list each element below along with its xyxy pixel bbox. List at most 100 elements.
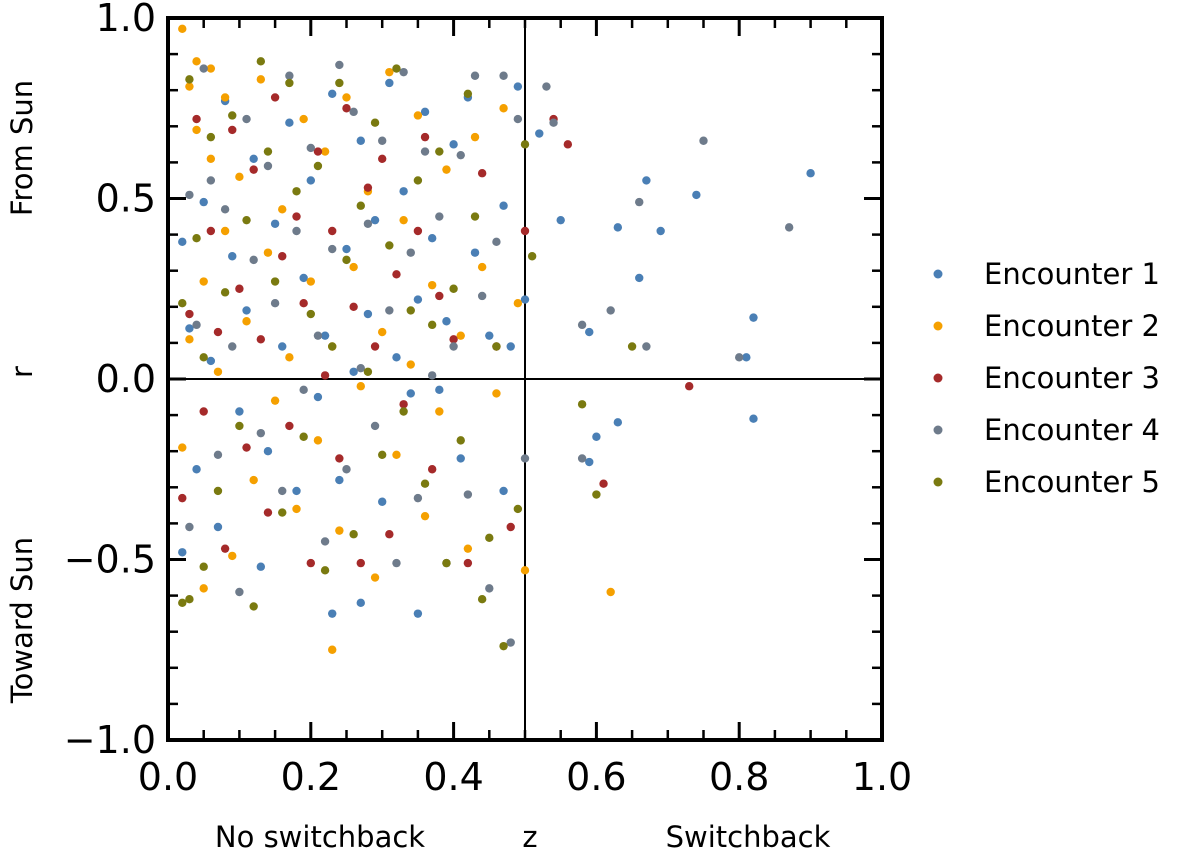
data-point-encounter-3 (342, 104, 351, 113)
data-point-encounter-5 (406, 306, 415, 315)
data-point-encounter-1 (806, 169, 815, 178)
data-point-encounter-1 (185, 324, 194, 333)
data-point-encounter-5 (492, 342, 501, 351)
data-point-encounter-5 (499, 641, 508, 651)
data-point-encounter-4 (278, 486, 287, 496)
x-tick-label: 0.0 (138, 755, 198, 799)
data-point-encounter-2 (406, 360, 415, 369)
data-point-encounter-2 (185, 82, 194, 91)
data-point-encounter-1 (427, 234, 437, 243)
data-point-encounter-2 (492, 389, 501, 398)
data-point-encounter-3 (427, 465, 437, 474)
data-point-encounter-1 (413, 295, 423, 304)
data-point-encounter-1 (256, 562, 266, 571)
data-point-encounter-1 (406, 389, 415, 398)
data-point-encounter-2 (192, 125, 201, 135)
data-point-encounter-3 (256, 335, 266, 344)
data-point-encounter-5 (313, 161, 323, 171)
data-point-encounter-4 (485, 584, 494, 593)
data-point-encounter-5 (335, 78, 344, 88)
x-tick-labels: 0.0 0.2 0.4 0.6 0.8 1.0 (138, 755, 912, 799)
data-point-encounter-1 (392, 353, 401, 362)
data-point-encounter-1 (292, 486, 301, 496)
data-point-encounter-2 (335, 526, 344, 535)
data-point-encounter-5 (427, 320, 437, 330)
data-points (178, 24, 815, 654)
data-point-encounter-3 (349, 302, 358, 311)
data-point-encounter-2 (470, 132, 480, 142)
plot-frame (166, 16, 884, 742)
data-point-encounter-4 (213, 450, 223, 460)
data-point-encounter-5 (370, 118, 380, 127)
data-point-encounter-2 (220, 226, 230, 236)
data-point-encounter-4 (320, 537, 330, 546)
data-point-encounter-1 (213, 522, 223, 532)
data-point-encounter-4 (477, 291, 487, 301)
data-point-encounter-5 (206, 132, 216, 142)
data-point-encounter-1 (299, 273, 308, 283)
data-point-encounter-4 (470, 71, 480, 80)
data-point-encounter-4 (335, 60, 344, 70)
data-point-encounter-1 (363, 309, 373, 319)
data-point-encounter-5 (328, 342, 337, 351)
data-point-encounter-3 (306, 558, 315, 568)
data-point-encounter-1 (349, 367, 358, 376)
legend-label: Encounter 1 (984, 257, 1160, 291)
data-point-encounter-2 (206, 154, 216, 163)
data-point-encounter-1 (320, 331, 330, 340)
data-point-encounter-2 (278, 205, 287, 214)
data-point-encounter-3 (292, 212, 301, 221)
data-point-encounter-4 (328, 244, 337, 254)
data-point-encounter-4 (406, 248, 415, 257)
data-point-encounter-2 (520, 566, 530, 575)
data-point-encounter-1 (306, 176, 315, 185)
data-point-encounter-5 (192, 234, 201, 243)
x-tick-label: 1.0 (852, 755, 912, 799)
data-point-encounter-1 (749, 313, 758, 322)
data-point-encounter-4 (735, 353, 744, 362)
data-point-encounter-2 (442, 165, 451, 174)
data-point-encounter-5 (178, 598, 187, 608)
data-point-encounter-4 (299, 385, 308, 395)
data-point-encounter-5 (242, 215, 251, 225)
data-point-encounter-2 (306, 277, 315, 286)
data-point-encounter-4 (435, 212, 444, 221)
data-point-encounter-1 (199, 197, 208, 207)
data-point-encounter-4 (413, 493, 423, 503)
data-point-encounter-3 (392, 270, 401, 279)
data-point-encounter-4 (577, 320, 587, 330)
data-point-encounter-5 (363, 367, 373, 376)
data-point-encounter-4 (220, 205, 230, 214)
data-point-encounter-4 (449, 342, 458, 351)
data-point-encounter-4 (356, 363, 365, 373)
data-point-encounter-1 (370, 215, 380, 225)
data-point-encounter-2 (299, 114, 308, 124)
data-point-encounter-1 (470, 248, 480, 257)
data-point-encounter-3 (206, 226, 216, 236)
data-point-encounter-1 (592, 432, 601, 441)
y-tick-label: 0.5 (96, 177, 156, 221)
data-point-encounter-5 (456, 436, 465, 445)
data-point-encounter-3 (370, 342, 380, 351)
data-point-encounter-4 (549, 118, 558, 127)
legend-label: Encounter 2 (984, 309, 1160, 343)
data-point-encounter-3 (242, 443, 251, 452)
data-point-encounter-3 (385, 530, 394, 539)
data-point-encounter-4 (420, 147, 430, 156)
data-point-encounter-5 (477, 595, 487, 604)
data-point-encounter-3 (328, 226, 337, 236)
y-tick-labels: 1.0 0.5 0.0 −0.5 −1.0 (64, 0, 156, 762)
data-point-encounter-4 (242, 114, 251, 124)
data-point-encounter-5 (220, 288, 230, 297)
data-point-encounter-4 (606, 306, 615, 315)
data-point-encounter-5 (442, 558, 451, 568)
data-point-encounter-2 (378, 327, 387, 337)
data-point-encounter-4 (463, 490, 473, 499)
data-point-encounter-3 (228, 125, 237, 135)
data-point-encounter-1 (335, 475, 344, 485)
legend-marker (933, 477, 943, 487)
data-point-encounter-2 (178, 24, 187, 34)
data-point-encounter-5 (392, 64, 401, 73)
data-point-encounter-3 (185, 309, 194, 319)
data-point-encounter-3 (413, 226, 423, 236)
